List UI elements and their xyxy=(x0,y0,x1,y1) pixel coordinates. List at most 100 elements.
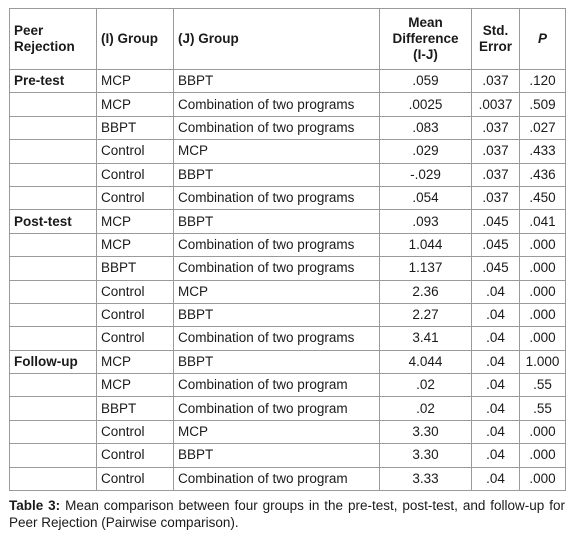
i-group-cell: BBPT xyxy=(96,256,174,281)
std-error-cell: .04 xyxy=(471,466,520,492)
stage-cell: Follow-up xyxy=(9,349,97,375)
j-group-cell: BBPT xyxy=(173,443,380,468)
i-group-cell: Control xyxy=(96,302,174,328)
i-group-cell: Control xyxy=(96,466,174,492)
table-caption: Table 3: Mean comparison between four gr… xyxy=(9,497,565,531)
header-i-group: (I) Group xyxy=(96,8,174,70)
mean-difference-cell: 3.33 xyxy=(379,466,472,492)
i-group-cell: Control xyxy=(96,326,174,351)
mean-difference-cell: -.029 xyxy=(379,162,472,187)
j-group-cell: BBPT xyxy=(173,162,380,187)
stage-cell xyxy=(9,373,97,398)
table-row: Control MCP 3.30.04.000 xyxy=(9,419,566,445)
j-group-cell: BBPT xyxy=(173,209,380,234)
header-peer-rejection-line2: Rejection xyxy=(14,39,75,54)
p-value-cell: .000 xyxy=(519,232,566,258)
mean-difference-cell: .029 xyxy=(379,139,472,164)
std-error-cell: .0037 xyxy=(471,92,520,117)
i-group-cell: MCP xyxy=(96,92,174,117)
j-group-cell: BBPT xyxy=(173,302,380,328)
j-group-cell: Combination of two programs xyxy=(173,92,380,117)
table-row: Control MCP .029.037.433 xyxy=(9,139,566,164)
pairwise-comparison-table: Peer Rejection (I) Group (J) Group Mean … xyxy=(9,8,566,492)
table-row: Follow-up MCP BBPT 4.044.04 1.000 xyxy=(9,349,566,375)
table-row: Control Combination of two program 3.33.04… xyxy=(9,466,566,492)
stage-cell xyxy=(9,466,97,492)
table-row: MCP Combination of two programs 1.044.045.… xyxy=(9,232,566,258)
table-row: Control MCP 2.36.04.000 xyxy=(9,279,566,304)
mean-difference-cell: .02 xyxy=(379,373,472,398)
i-group-cell: MCP xyxy=(96,373,174,398)
std-error-cell: .037 xyxy=(471,139,520,164)
stage-cell xyxy=(9,139,97,164)
j-group-cell: Combination of two program xyxy=(173,396,380,421)
table-row: Post-test MCP BBPT .093.045.041 xyxy=(9,209,566,234)
std-error-cell: .04 xyxy=(471,349,520,375)
mean-difference-cell: 3.30 xyxy=(379,419,472,445)
j-group-cell: MCP xyxy=(173,419,380,445)
j-group-cell: MCP xyxy=(173,139,380,164)
i-group-cell: MCP xyxy=(96,349,174,375)
i-group-cell: MCP xyxy=(96,68,174,94)
p-value-cell: .436 xyxy=(519,162,566,187)
stage-cell xyxy=(9,256,97,281)
i-group-cell: Control xyxy=(96,162,174,187)
p-value-cell: .000 xyxy=(519,326,566,351)
header-mean-difference: Mean Difference (I-J) xyxy=(379,8,472,70)
mean-difference-cell: .0025 xyxy=(379,92,472,117)
table-row: Control BBPT 3.30.04.000 xyxy=(9,443,566,468)
mean-difference-cell: .059 xyxy=(379,68,472,94)
j-group-cell: MCP xyxy=(173,279,380,304)
table-row: Control Combination of two programs .054.0… xyxy=(9,185,566,211)
stage-cell xyxy=(9,302,97,328)
std-error-cell: .04 xyxy=(471,302,520,328)
p-value-cell: .000 xyxy=(519,443,566,468)
i-group-cell: Control xyxy=(96,419,174,445)
header-mean-line2: Difference xyxy=(392,31,459,46)
i-group-cell: BBPT xyxy=(96,115,174,141)
std-error-cell: .037 xyxy=(471,68,520,94)
header-peer-rejection: Peer Rejection xyxy=(9,8,97,70)
std-error-cell: .04 xyxy=(471,419,520,445)
stage-cell xyxy=(9,232,97,258)
stage-cell xyxy=(9,279,97,304)
stage-cell xyxy=(9,115,97,141)
j-group-cell: Combination of two programs xyxy=(173,232,380,258)
table-row: BBPT Combination of two program .02.04.55 xyxy=(9,396,566,421)
p-value-cell: .041 xyxy=(519,209,566,234)
header-j-group: (J) Group xyxy=(173,8,380,70)
mean-difference-cell: 2.27 xyxy=(379,302,472,328)
i-group-cell: MCP xyxy=(96,232,174,258)
stage-cell: Post-test xyxy=(9,209,97,234)
i-group-cell: Control xyxy=(96,185,174,211)
mean-difference-cell: .054 xyxy=(379,185,472,211)
i-group-cell: Control xyxy=(96,279,174,304)
mean-difference-cell: 1.137 xyxy=(379,256,472,281)
stage-cell xyxy=(9,396,97,421)
mean-difference-cell: .093 xyxy=(379,209,472,234)
header-peer-rejection-line1: Peer xyxy=(14,23,44,38)
header-p: P xyxy=(519,8,566,70)
table-row: MCP Combination of two programs .0025.0037… xyxy=(9,92,566,117)
mean-difference-cell: .083 xyxy=(379,115,472,141)
table-row: Control BBPT 2.27.04.000 xyxy=(9,302,566,328)
p-value-cell: .55 xyxy=(519,396,566,421)
i-group-cell: MCP xyxy=(96,209,174,234)
stage-cell: Pre-test xyxy=(9,68,97,94)
stage-cell xyxy=(9,443,97,468)
table-body: Pre-test MCP BBPT .059.037.120 MCP Combinatio… xyxy=(9,68,566,492)
j-group-cell: Combination of two programs xyxy=(173,115,380,141)
p-value-cell: .509 xyxy=(519,92,566,117)
std-error-cell: .037 xyxy=(471,115,520,141)
caption-text: Mean comparison between four groups in t… xyxy=(9,498,565,531)
header-mean-line3: (I-J) xyxy=(413,47,438,62)
table-row: MCP Combination of two program .02.04.55 xyxy=(9,373,566,398)
std-error-cell: .037 xyxy=(471,162,520,187)
j-group-cell: BBPT xyxy=(173,349,380,375)
i-group-cell: Control xyxy=(96,443,174,468)
table-row: Control BBPT -.029.037.436 xyxy=(9,162,566,187)
p-value-cell: .000 xyxy=(519,419,566,445)
p-value-cell: .000 xyxy=(519,302,566,328)
table-row: Control Combination of two programs 3.41.0… xyxy=(9,326,566,351)
table-row: Pre-test MCP BBPT .059.037.120 xyxy=(9,68,566,94)
